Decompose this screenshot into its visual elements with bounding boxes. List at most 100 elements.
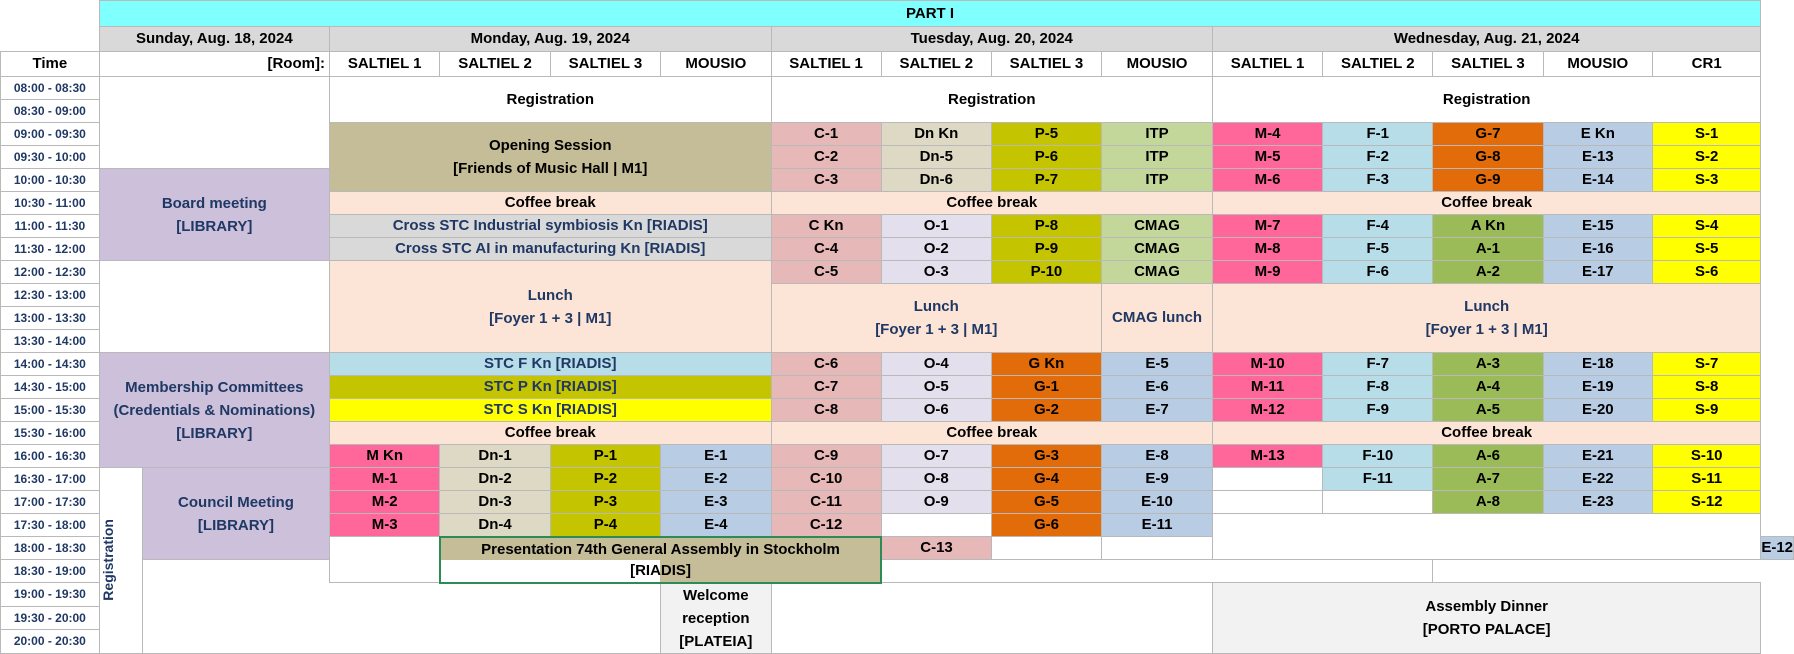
session-cell: A-3 — [1432, 352, 1544, 376]
mon-stc-s: STC S Kn [RIADIS] — [328, 398, 772, 422]
room-wed-2: SALTIEL 2 — [1322, 51, 1434, 77]
opening-title: Opening Session — [488, 137, 612, 154]
session-cell: F-3 — [1322, 168, 1434, 192]
tue-lunch-title: Lunch — [913, 298, 959, 315]
mon-registration: Registration — [328, 76, 772, 123]
tue-coffee-break: Coffee break — [770, 191, 1214, 215]
session-cell: F-6 — [1322, 260, 1434, 284]
session-cell: C Kn — [770, 214, 882, 238]
sun-membership-committees: Membership Committees (Credentials & Nomi… — [98, 352, 330, 468]
session-cell: O-7 — [880, 444, 992, 468]
room-mon-4: MOUSIO — [660, 51, 772, 77]
session-cell: G-2 — [990, 398, 1103, 422]
session-cell: S-3 — [1652, 168, 1762, 192]
session-cell: E-21 — [1542, 444, 1654, 468]
wed-empty-1830 — [880, 559, 1434, 583]
session-cell: G-7 — [1432, 122, 1544, 146]
session-cell: F-11 — [1322, 467, 1434, 491]
session-cell: ITP — [1101, 168, 1213, 192]
session-cell: E-3 — [660, 490, 772, 514]
session-cell: S-1 — [1652, 122, 1762, 146]
session-cell: E-14 — [1542, 168, 1654, 192]
session-cell: M-5 — [1211, 145, 1324, 169]
wed-registration: Registration — [1211, 76, 1762, 123]
session-cell: Dn-3 — [439, 490, 551, 514]
session-cell: ITP — [1101, 145, 1213, 169]
session-cell: E-10 — [1101, 490, 1213, 514]
session-cell: F-2 — [1322, 145, 1434, 169]
session-cell: E-1 — [660, 444, 772, 468]
session-cell: F-1 — [1322, 122, 1434, 146]
welcome-venue: [PLATEIA] — [679, 632, 753, 650]
session-cell: E-20 — [1542, 398, 1654, 422]
session-cell: S-10 — [1652, 444, 1762, 468]
day-wednesday: Wednesday, Aug. 21, 2024 — [1211, 26, 1762, 52]
time-slot: 17:30 - 18:00 — [0, 513, 100, 537]
room-tue-2: SALTIEL 2 — [880, 51, 992, 77]
mon-stc-f: STC F Kn [RIADIS] — [328, 352, 772, 376]
session-cell — [1211, 467, 1324, 491]
session-cell — [1322, 490, 1434, 514]
session-cell: C-3 — [770, 168, 882, 192]
session-cell: E-13 — [1542, 145, 1654, 169]
session-cell: A-8 — [1432, 490, 1544, 514]
wed-assembly-dinner: Assembly Dinner [PORTO PALACE] — [1211, 582, 1762, 654]
time-slot: 10:00 - 10:30 — [0, 168, 100, 192]
session-cell: M-2 — [328, 490, 441, 514]
session-cell — [1211, 490, 1324, 514]
session-cell: P-7 — [990, 168, 1103, 192]
room-tue-1: SALTIEL 1 — [770, 51, 882, 77]
session-cell: O-9 — [880, 490, 992, 514]
time-slot: 16:00 - 16:30 — [0, 444, 100, 468]
part-title: PART I — [98, 0, 1762, 27]
session-cell: A-5 — [1432, 398, 1544, 422]
session-cell: Dn-5 — [880, 145, 992, 169]
session-cell: M-11 — [1211, 375, 1324, 399]
tue-coffee-break-2: Coffee break — [770, 421, 1214, 445]
corner-blank — [0, 0, 100, 27]
session-cell: S-12 — [1652, 490, 1762, 514]
sun-registration-label: Registration — [99, 519, 116, 602]
session-cell: G Kn — [990, 352, 1103, 376]
session-cell: M-7 — [1211, 214, 1324, 238]
session-cell: F-5 — [1322, 237, 1434, 261]
session-cell: G-1 — [990, 375, 1103, 399]
session-cell: P-1 — [549, 444, 662, 468]
time-slot: 10:30 - 11:00 — [0, 191, 100, 215]
session-cell: M-3 — [328, 513, 441, 537]
presentation-title: Presentation 74th General Assembly in St… — [481, 540, 840, 558]
tue-lunch-room: [Foyer 1 + 3 | M1] — [875, 321, 998, 338]
room-mon-3: SALTIEL 3 — [549, 51, 662, 77]
session-cell: C-4 — [770, 237, 882, 261]
tue-registration: Registration — [770, 76, 1214, 123]
session-cell: F-9 — [1322, 398, 1434, 422]
session-cell: S-9 — [1652, 398, 1762, 422]
session-cell: E-15 — [1542, 214, 1654, 238]
time-slot: 20:00 - 20:30 — [0, 629, 100, 654]
session-cell: S-6 — [1652, 260, 1762, 284]
time-slot: 12:00 - 12:30 — [0, 260, 100, 284]
session-cell: A-2 — [1432, 260, 1544, 284]
wed-lunch: Lunch [Foyer 1 + 3 | M1] — [1211, 283, 1762, 353]
session-cell: O-1 — [880, 214, 992, 238]
mon-coffee-break: Coffee break — [328, 191, 772, 215]
session-cell: M-1 — [328, 467, 441, 491]
session-cell: CMAG — [1101, 237, 1213, 261]
time-slot: 08:00 - 08:30 — [0, 76, 100, 100]
session-cell: P-9 — [990, 237, 1103, 261]
time-slot: 14:00 - 14:30 — [0, 352, 100, 376]
session-cell: G-4 — [990, 467, 1103, 491]
room-wed-5: CR1 — [1652, 51, 1762, 77]
time-slot: 15:30 - 16:00 — [0, 421, 100, 445]
session-cell: S-2 — [1652, 145, 1762, 169]
room-wed-3: SALTIEL 3 — [1432, 51, 1544, 77]
session-cell: M-8 — [1211, 237, 1324, 261]
time-slot: 18:30 - 19:00 — [0, 559, 100, 583]
sun-registration-column: Registration — [99, 467, 143, 654]
room-wed-1: SALTIEL 1 — [1211, 51, 1324, 77]
session-cell: Dn-4 — [439, 513, 551, 537]
tue-lunch: Lunch [Foyer 1 + 3 | M1] — [770, 283, 1103, 353]
session-cell: F-7 — [1322, 352, 1434, 376]
session-cell: E-22 — [1542, 467, 1654, 491]
session-cell: S-11 — [1652, 467, 1762, 491]
